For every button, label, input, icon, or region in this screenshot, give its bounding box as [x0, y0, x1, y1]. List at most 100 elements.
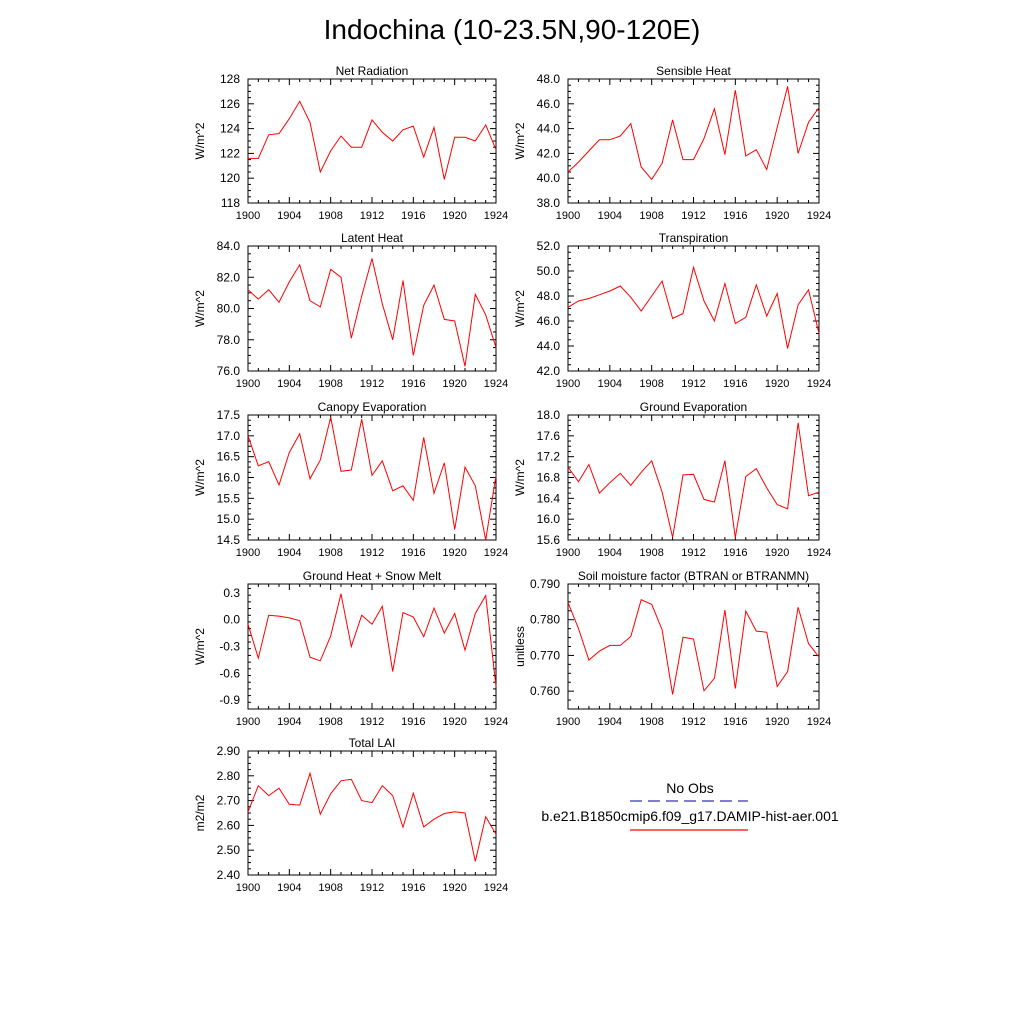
y-tick-label: 126	[220, 97, 240, 111]
x-tick-label: 1920	[442, 378, 466, 390]
x-tick-label: 1900	[556, 210, 580, 222]
x-tick-label: 1920	[442, 547, 466, 559]
y-axis-label: W/m^2	[513, 459, 527, 496]
x-tick-label: 1904	[277, 716, 301, 728]
y-tick-label: 17.0	[217, 429, 241, 443]
x-tick-label: 1920	[765, 210, 789, 222]
series-line	[567, 422, 820, 538]
y-axis-label: W/m^2	[193, 628, 207, 665]
series-line	[247, 771, 497, 862]
x-tick-label: 1904	[277, 882, 301, 894]
x-tick-label: 1908	[318, 882, 342, 894]
y-axis-label: m2/m2	[193, 794, 207, 831]
panel-title: Ground Heat + Snow Melt	[303, 569, 442, 583]
x-tick-label: 1908	[318, 547, 342, 559]
y-tick-label: 124	[220, 122, 240, 136]
x-tick-label: 1904	[277, 210, 301, 222]
x-tick-label: 1904	[598, 547, 622, 559]
x-tick-label: 1924	[807, 716, 831, 728]
series-line	[567, 599, 820, 695]
y-tick-label: 0.780	[530, 613, 560, 627]
y-tick-label: 76.0	[217, 364, 241, 378]
legend-model-label: b.e21.B1850cmip6.f09_g17.DAMIP-hist-aer.…	[541, 808, 839, 824]
y-tick-label: 2.50	[217, 843, 241, 857]
x-tick-label: 1908	[639, 547, 663, 559]
y-tick-label: 15.6	[537, 533, 561, 547]
y-tick-label: 40.0	[537, 171, 561, 185]
x-tick-label: 1924	[807, 547, 831, 559]
x-tick-label: 1900	[236, 882, 260, 894]
legend-obs-label: No Obs	[666, 780, 714, 796]
x-tick-label: 1908	[639, 716, 663, 728]
x-tick-label: 1916	[723, 378, 747, 390]
x-tick-label: 1924	[484, 882, 508, 894]
y-tick-label: 50.0	[537, 264, 561, 278]
x-tick-label: 1924	[484, 378, 508, 390]
series-line	[567, 265, 820, 349]
y-tick-label: 46.0	[537, 314, 561, 328]
x-tick-label: 1916	[723, 716, 747, 728]
y-tick-label: 18.0	[537, 408, 561, 422]
x-tick-label: 1912	[681, 716, 705, 728]
y-axis-label: W/m^2	[193, 290, 207, 327]
x-tick-label: 1920	[765, 378, 789, 390]
panel-title: Net Radiation	[336, 64, 409, 78]
y-tick-label: 0.790	[530, 577, 560, 591]
y-tick-label: -0.9	[219, 693, 240, 707]
y-axis-label: W/m^2	[193, 122, 207, 159]
y-tick-label: 0.3	[223, 586, 240, 600]
y-tick-label: 44.0	[537, 339, 561, 353]
y-tick-label: 82.0	[217, 270, 241, 284]
x-tick-label: 1904	[277, 378, 301, 390]
x-tick-label: 1908	[639, 378, 663, 390]
x-tick-label: 1904	[598, 378, 622, 390]
y-tick-label: 122	[220, 146, 240, 160]
x-tick-label: 1916	[401, 210, 425, 222]
y-tick-label: 0.0	[223, 613, 240, 627]
panel-title: Transpiration	[659, 231, 729, 245]
panel-title: Sensible Heat	[656, 64, 731, 78]
x-tick-label: 1916	[723, 210, 747, 222]
panel-title: Ground Evaporation	[640, 400, 747, 414]
x-tick-label: 1924	[807, 378, 831, 390]
y-tick-label: 52.0	[537, 239, 561, 253]
y-tick-label: 17.6	[537, 429, 561, 443]
x-tick-label: 1920	[442, 716, 466, 728]
x-tick-label: 1916	[401, 378, 425, 390]
y-tick-label: 44.0	[537, 122, 561, 136]
x-tick-label: 1920	[765, 547, 789, 559]
panel-title: Total LAI	[349, 736, 396, 750]
x-tick-label: 1900	[556, 547, 580, 559]
x-tick-label: 1916	[401, 716, 425, 728]
x-tick-label: 1912	[360, 716, 384, 728]
x-tick-label: 1924	[484, 547, 508, 559]
x-tick-label: 1916	[401, 882, 425, 894]
x-tick-label: 1900	[236, 210, 260, 222]
x-tick-label: 1904	[598, 210, 622, 222]
y-axis-label: unitless	[513, 626, 527, 667]
y-tick-label: 46.0	[537, 97, 561, 111]
y-tick-label: 2.90	[217, 744, 241, 758]
x-tick-label: 1908	[318, 716, 342, 728]
x-tick-label: 1916	[723, 547, 747, 559]
y-tick-label: 42.0	[537, 146, 561, 160]
y-tick-label: 17.5	[217, 408, 241, 422]
y-tick-label: 128	[220, 72, 240, 86]
y-tick-label: 16.4	[537, 491, 561, 505]
x-tick-label: 1912	[681, 210, 705, 222]
x-tick-label: 1904	[598, 716, 622, 728]
y-tick-label: 80.0	[217, 302, 241, 316]
y-tick-label: 16.0	[217, 471, 241, 485]
x-tick-label: 1900	[236, 716, 260, 728]
x-tick-label: 1908	[318, 210, 342, 222]
y-tick-label: 78.0	[217, 333, 241, 347]
y-tick-label: 48.0	[537, 289, 561, 303]
y-tick-label: 38.0	[537, 196, 561, 210]
y-tick-label: 2.40	[217, 868, 241, 882]
y-tick-label: 16.8	[537, 471, 561, 485]
x-tick-label: 1912	[681, 378, 705, 390]
x-tick-label: 1904	[277, 547, 301, 559]
figure-title: Indochina (10-23.5N,90-120E)	[323, 14, 701, 45]
x-tick-label: 1900	[236, 547, 260, 559]
